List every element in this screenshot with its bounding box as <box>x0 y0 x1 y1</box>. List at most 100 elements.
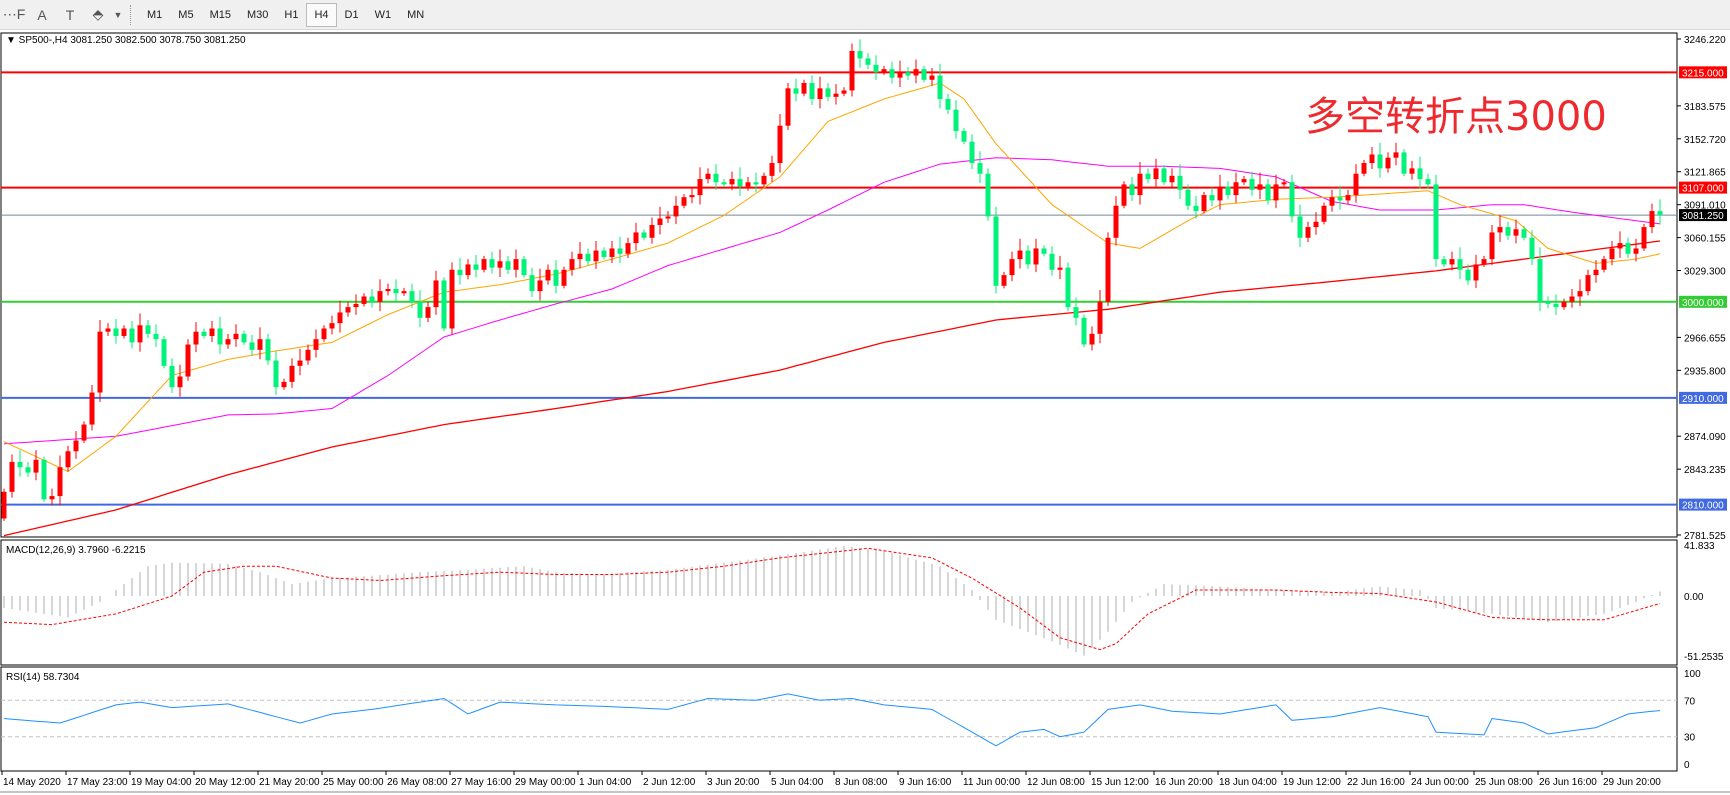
candle-body <box>1233 182 1239 196</box>
timeframe-m1[interactable]: M1 <box>147 8 163 21</box>
candle <box>1585 269 1591 296</box>
candle-body <box>281 381 287 388</box>
candle <box>1321 202 1327 225</box>
candle-body <box>1497 227 1503 233</box>
time-label: 25 Jun 08:00 <box>1475 777 1533 788</box>
dropdown-arrow-icon[interactable]: ▼ <box>113 9 123 20</box>
candle-body <box>1617 243 1623 249</box>
chart-header: ▼ SP500-,H4 3081.250 3082.500 3078.750 3… <box>6 35 246 46</box>
price-label: 3000.000 <box>1682 298 1724 309</box>
chart-annotation-text: 多空转折点3000 <box>1305 94 1607 140</box>
candle-body <box>1545 301 1551 304</box>
candle-body <box>825 88 831 97</box>
candle-body <box>481 259 487 270</box>
candle <box>1553 294 1559 315</box>
rsi-axis-label: 0 <box>1684 760 1690 771</box>
timeframe-d1[interactable]: D1 <box>344 8 359 21</box>
candle <box>833 84 839 105</box>
candle-body <box>1529 237 1535 260</box>
candle <box>121 325 127 339</box>
arrows-tool-icon[interactable]: ⬘ <box>92 6 104 22</box>
candle-body <box>1121 184 1127 206</box>
timeframe-h4[interactable]: H4 <box>306 2 337 27</box>
candle <box>9 454 15 498</box>
candle-body <box>1633 248 1639 254</box>
candle <box>129 321 135 349</box>
candle <box>481 255 487 273</box>
candle <box>841 87 847 97</box>
timeframe-m30[interactable]: M30 <box>246 8 269 21</box>
candle <box>401 287 407 296</box>
candle-body <box>1337 197 1343 201</box>
candle-body <box>1017 250 1023 260</box>
candle-body <box>737 179 743 187</box>
candle-body <box>25 467 31 473</box>
candle <box>1393 142 1399 166</box>
candle <box>545 264 551 285</box>
candle <box>25 461 31 477</box>
time-label: 15 Jun 12:00 <box>1091 777 1149 788</box>
time-label: 5 Jun 04:00 <box>771 777 824 788</box>
candle-body <box>1193 205 1199 212</box>
candle-body <box>857 50 863 59</box>
candle-body <box>817 88 823 100</box>
candle-body <box>705 173 711 180</box>
candle-body <box>1609 248 1615 260</box>
candle <box>953 100 959 139</box>
candle-body <box>889 69 895 78</box>
candle-body <box>1641 227 1647 249</box>
candle-body <box>265 339 271 361</box>
candle-body <box>425 307 431 318</box>
macd-axis-label: -51.2535 <box>1684 652 1724 663</box>
candle-body <box>345 307 351 313</box>
candle <box>1617 231 1623 258</box>
candle <box>1145 168 1151 184</box>
candle-body <box>113 328 119 336</box>
time-label: 12 Jun 08:00 <box>1027 777 1085 788</box>
candle <box>665 211 671 223</box>
timeframe-m15[interactable]: M15 <box>209 8 231 21</box>
candle <box>1153 158 1159 187</box>
price-tick-label: 2781.525 <box>1684 531 1726 542</box>
candle <box>505 255 511 275</box>
candle <box>1577 279 1583 306</box>
candle <box>97 319 103 402</box>
candle-body <box>985 173 991 217</box>
candle-body <box>1209 195 1215 201</box>
candle-body <box>937 75 943 100</box>
candle <box>1497 215 1503 242</box>
price-label: 2810.000 <box>1682 501 1724 512</box>
candle <box>1137 161 1143 205</box>
candle-body <box>1057 267 1063 270</box>
rsi-axis-label: 100 <box>1684 669 1701 680</box>
rsi-line <box>3 693 1661 747</box>
text-tool-icon[interactable]: A <box>37 6 47 23</box>
candle-body <box>1321 205 1327 222</box>
candle <box>441 277 447 332</box>
time-label: 24 Jun 00:00 <box>1411 777 1469 788</box>
candle-body <box>1169 175 1175 183</box>
text-label-tool-icon[interactable]: T <box>65 6 75 23</box>
candle <box>961 127 967 145</box>
candle <box>249 334 255 356</box>
timeframe-w1[interactable]: W1 <box>374 8 392 21</box>
candle-body <box>1593 269 1599 276</box>
timeframe-m5[interactable]: M5 <box>178 8 194 21</box>
candle-body <box>233 333 239 340</box>
candle-body <box>1433 184 1439 260</box>
candle <box>1369 147 1375 170</box>
fibo-tool-icon[interactable]: ⋯F <box>2 6 26 22</box>
candle-body <box>961 131 967 142</box>
timeframe-mn[interactable]: MN <box>407 8 425 21</box>
candle <box>721 179 727 187</box>
candle-body <box>329 323 335 329</box>
candle-body <box>1009 259 1015 276</box>
candle-body <box>1329 197 1335 206</box>
candle-body <box>1481 259 1487 265</box>
timeframe-h1[interactable]: H1 <box>284 8 299 21</box>
time-label: 19 Jun 12:00 <box>1283 777 1341 788</box>
candle-body <box>385 288 391 292</box>
candle-body <box>289 365 295 382</box>
candle-body <box>145 325 151 334</box>
